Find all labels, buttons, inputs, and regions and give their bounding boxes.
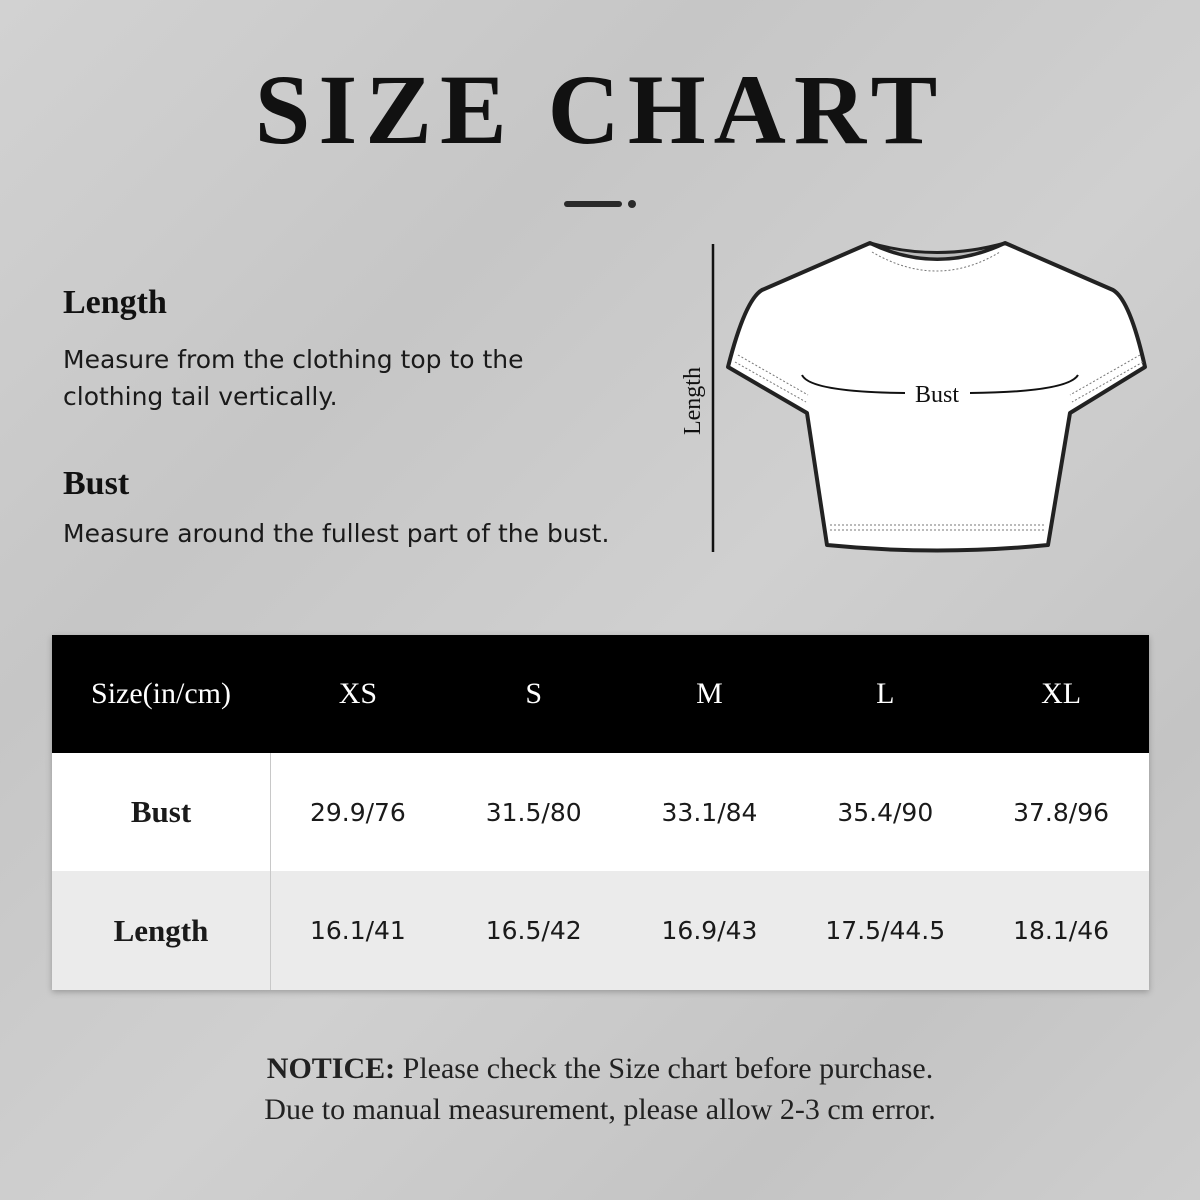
tshirt-diagram: Length Bust	[680, 241, 1147, 553]
header-xl: XL	[1041, 677, 1082, 710]
notice-line1: NOTICE: Please check the Size chart befo…	[0, 1048, 1200, 1089]
header-l: L	[876, 677, 895, 710]
table-row-length: Length 16.1/41 16.5/42 16.9/43 17.5/44.5…	[52, 871, 1149, 990]
header-xs: XS	[338, 677, 378, 710]
table-cell: 18.1/46	[1013, 916, 1110, 945]
length-description: Measure from the clothing top to the clo…	[63, 341, 524, 415]
bust-diagram-label: Bust	[915, 382, 959, 408]
notice-line2: Due to manual measurement, please allow …	[264, 1093, 936, 1126]
header-m: M	[696, 677, 723, 710]
table-cell: 16.1/41	[309, 916, 406, 945]
length-diagram-label: Length	[680, 367, 706, 435]
column-separator	[270, 753, 271, 990]
row-label: Bust	[130, 794, 192, 829]
bust-description: Measure around the fullest part of the b…	[63, 519, 610, 548]
length-description-line2: clothing tail vertically.	[63, 382, 338, 411]
row-label: Length	[113, 912, 209, 948]
bust-heading: Bust	[63, 465, 130, 502]
notice-text: Please check the Size chart before purch…	[395, 1052, 934, 1085]
title-divider	[564, 201, 622, 207]
length-heading: Length	[63, 284, 167, 321]
notice-label: NOTICE:	[266, 1052, 396, 1085]
table-cell: 16.9/43	[661, 916, 758, 945]
bust-measure-line-right	[969, 374, 1079, 394]
table-header-row: Size(in/cm) XS S M L XL	[52, 635, 1149, 753]
table-row-bust: Bust 29.9/76 31.5/80 33.1/84 35.4/90 37.…	[52, 753, 1149, 871]
table-cell: 17.5/44.5	[825, 916, 946, 945]
bust-measure-line-left	[801, 374, 906, 394]
tshirt-neckline	[869, 241, 1006, 261]
table-cell: 33.1/84	[661, 797, 758, 827]
header-s: S	[525, 677, 543, 710]
notice: NOTICE: Please check the Size chart befo…	[0, 1048, 1200, 1130]
title-divider-dot	[628, 200, 636, 208]
header-size-unit: Size(in/cm)	[91, 677, 231, 710]
table-cell: 29.9/76	[309, 797, 406, 827]
size-table: Size(in/cm) XS S M L XL Bust 29.9/76 31.…	[52, 635, 1149, 990]
table-cell: 31.5/80	[485, 797, 582, 827]
page-title: SIZE CHART	[254, 54, 946, 165]
table-cell: 35.4/90	[837, 797, 934, 827]
length-description-line1: Measure from the clothing top to the	[63, 345, 524, 374]
table-cell: 16.5/42	[485, 916, 582, 945]
table-cell: 37.8/96	[1013, 797, 1110, 827]
